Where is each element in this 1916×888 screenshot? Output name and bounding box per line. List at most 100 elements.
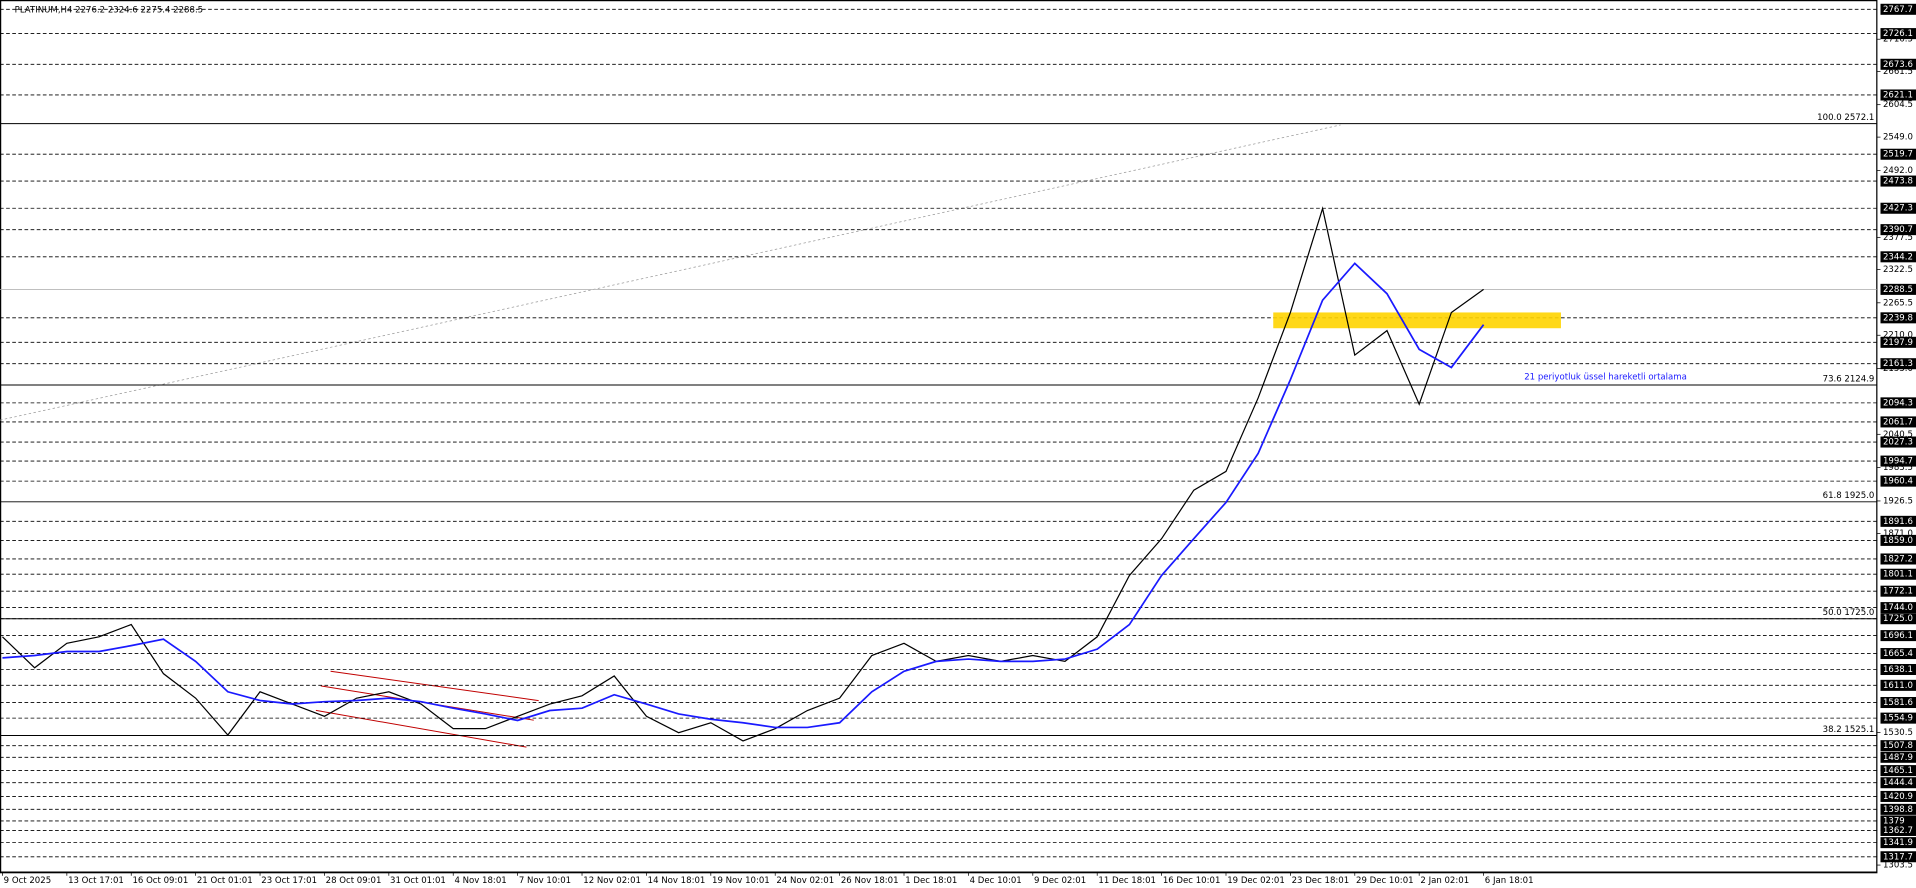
y-tick-label: 1983.5 — [1883, 463, 1913, 473]
chart-title: PLATINUM,H4 2276.2 2324.6 2275.4 2288.5 — [15, 5, 203, 15]
x-tick-label: 29 Dec 10:01 — [1356, 876, 1414, 886]
level-line-label: 2390.7 — [1883, 225, 1913, 235]
level-line-box — [1880, 815, 1916, 827]
level-line-label: 1341.9 — [1883, 838, 1913, 848]
x-tick-label: 24 Nov 02:01 — [776, 876, 834, 886]
level-line-box — [1880, 455, 1916, 467]
fib-label: 50.0 1725.0 — [1823, 608, 1875, 618]
level-line-box — [1880, 202, 1916, 214]
x-tick-label: 2 Jan 02:01 — [1420, 876, 1469, 886]
x-tick-label: 26 Nov 18:01 — [841, 876, 899, 886]
level-line-label: 1398.8 — [1883, 805, 1913, 815]
fib-label: 61.8 1925.0 — [1823, 491, 1875, 501]
highlight-zone — [1273, 312, 1561, 329]
level-line-label: 1960.4 — [1883, 477, 1913, 487]
level-line-label: 2519.7 — [1883, 150, 1913, 160]
level-line-box — [1880, 630, 1916, 642]
level-line-label: 1827.2 — [1883, 554, 1913, 564]
y-tick-label: 2322.5 — [1883, 265, 1913, 275]
x-tick-label: 4 Nov 18:01 — [454, 876, 506, 886]
x-tick-label: 6 Jan 18:01 — [1485, 876, 1534, 886]
level-line-label: 2767.7 — [1883, 5, 1913, 15]
level-line-box — [1880, 436, 1916, 448]
level-line-box — [1880, 803, 1916, 815]
level-line-box — [1880, 837, 1916, 849]
x-tick-label: 19 Dec 02:01 — [1227, 876, 1285, 886]
level-line-label: 2094.3 — [1883, 398, 1913, 408]
level-line-box — [1880, 358, 1916, 370]
level-line-box — [1880, 336, 1916, 348]
level-line-box — [1880, 568, 1916, 580]
y-tick-label: 1303.5 — [1883, 861, 1913, 871]
level-line-box — [1880, 777, 1916, 789]
y-tick-label: 2716.5 — [1883, 35, 1913, 45]
x-tick-label: 16 Dec 10:01 — [1163, 876, 1221, 886]
level-line-box — [1880, 251, 1916, 263]
level-line-label: 1859.0 — [1883, 536, 1913, 546]
level-line-label: 2344.2 — [1883, 252, 1913, 262]
y-tick-label: 2210.0 — [1883, 331, 1913, 341]
level-line-label: 1725.0 — [1883, 614, 1913, 624]
x-tick-label: 21 Oct 01:01 — [197, 876, 253, 886]
level-line-box — [1880, 397, 1916, 409]
level-line-label: 1772.1 — [1883, 587, 1913, 597]
fib-label: 38.2 1525.1 — [1823, 725, 1875, 735]
y-tick-label: 1871.0 — [1883, 529, 1913, 539]
y-tick-label: 1926.5 — [1883, 496, 1913, 506]
level-line-box — [1880, 824, 1916, 836]
channel-line — [315, 709, 527, 748]
level-line-label: 1379 — [1883, 816, 1905, 826]
level-line-box — [1880, 148, 1916, 160]
level-line-box — [1880, 312, 1916, 324]
level-line-box — [1880, 765, 1916, 777]
y-tick-label: 2604.5 — [1883, 100, 1913, 110]
level-line-label: 1554.9 — [1883, 714, 1913, 724]
level-line-box — [1880, 790, 1916, 802]
level-line-label: 2473.8 — [1883, 177, 1913, 187]
level-line-label: 1638.1 — [1883, 665, 1913, 675]
level-line-box — [1880, 515, 1916, 527]
level-line-box — [1880, 416, 1916, 428]
level-line-box — [1880, 663, 1916, 676]
level-line-label: 1317.7 — [1883, 852, 1913, 862]
x-tick-label: 28 Oct 09:01 — [326, 876, 382, 886]
level-line-label: 1891.6 — [1883, 517, 1913, 527]
fib-label: 100.0 2572.1 — [1817, 113, 1874, 123]
level-line-label: 1444.4 — [1883, 778, 1913, 788]
level-line-label: 1362.7 — [1883, 826, 1913, 836]
level-line-label: 2161.3 — [1883, 359, 1913, 369]
x-tick-label: 23 Oct 17:01 — [261, 876, 317, 886]
level-line-box — [1880, 89, 1916, 101]
x-tick-label: 1 Dec 18:01 — [905, 876, 957, 886]
level-line-box — [1880, 679, 1916, 691]
x-tick-label: 12 Nov 02:01 — [583, 876, 641, 886]
current-price-label: 2288.5 — [1883, 285, 1913, 295]
level-line-label: 2621.1 — [1883, 90, 1913, 100]
x-tick-label: 9 Oct 2025 — [4, 876, 51, 886]
level-line-label: 2197.9 — [1883, 338, 1913, 348]
level-line-box — [1880, 602, 1916, 614]
x-tick-label: 13 Oct 17:01 — [68, 876, 124, 886]
ema-line — [2, 262, 1485, 729]
channel-line — [330, 670, 539, 702]
y-tick-label: 2377.5 — [1883, 233, 1913, 243]
y-tick-label: 2492.0 — [1883, 166, 1913, 176]
level-line-box — [1880, 648, 1916, 660]
level-line-box — [1880, 475, 1916, 487]
level-line-label: 1994.7 — [1883, 457, 1913, 467]
y-tick-label: 2040.5 — [1883, 430, 1913, 440]
level-line-box — [1880, 58, 1916, 70]
fib-trend-line — [0, 124, 1341, 421]
x-tick-label: 31 Oct 01:01 — [390, 876, 446, 886]
annotation: 21 periyotluk üssel hareketli ortalama — [1524, 373, 1687, 383]
level-line-box — [1880, 697, 1916, 709]
x-tick-label: 16 Oct 09:01 — [132, 876, 188, 886]
x-tick-label: 14 Nov 18:01 — [648, 876, 706, 886]
level-line-label: 1696.1 — [1883, 631, 1913, 641]
level-line-label: 2726.1 — [1883, 29, 1913, 39]
x-tick-label: 23 Dec 18:01 — [1292, 876, 1350, 886]
level-line-label: 2061.7 — [1883, 417, 1913, 427]
x-tick-label: 9 Dec 02:01 — [1034, 876, 1086, 886]
level-line-box — [1880, 534, 1916, 546]
